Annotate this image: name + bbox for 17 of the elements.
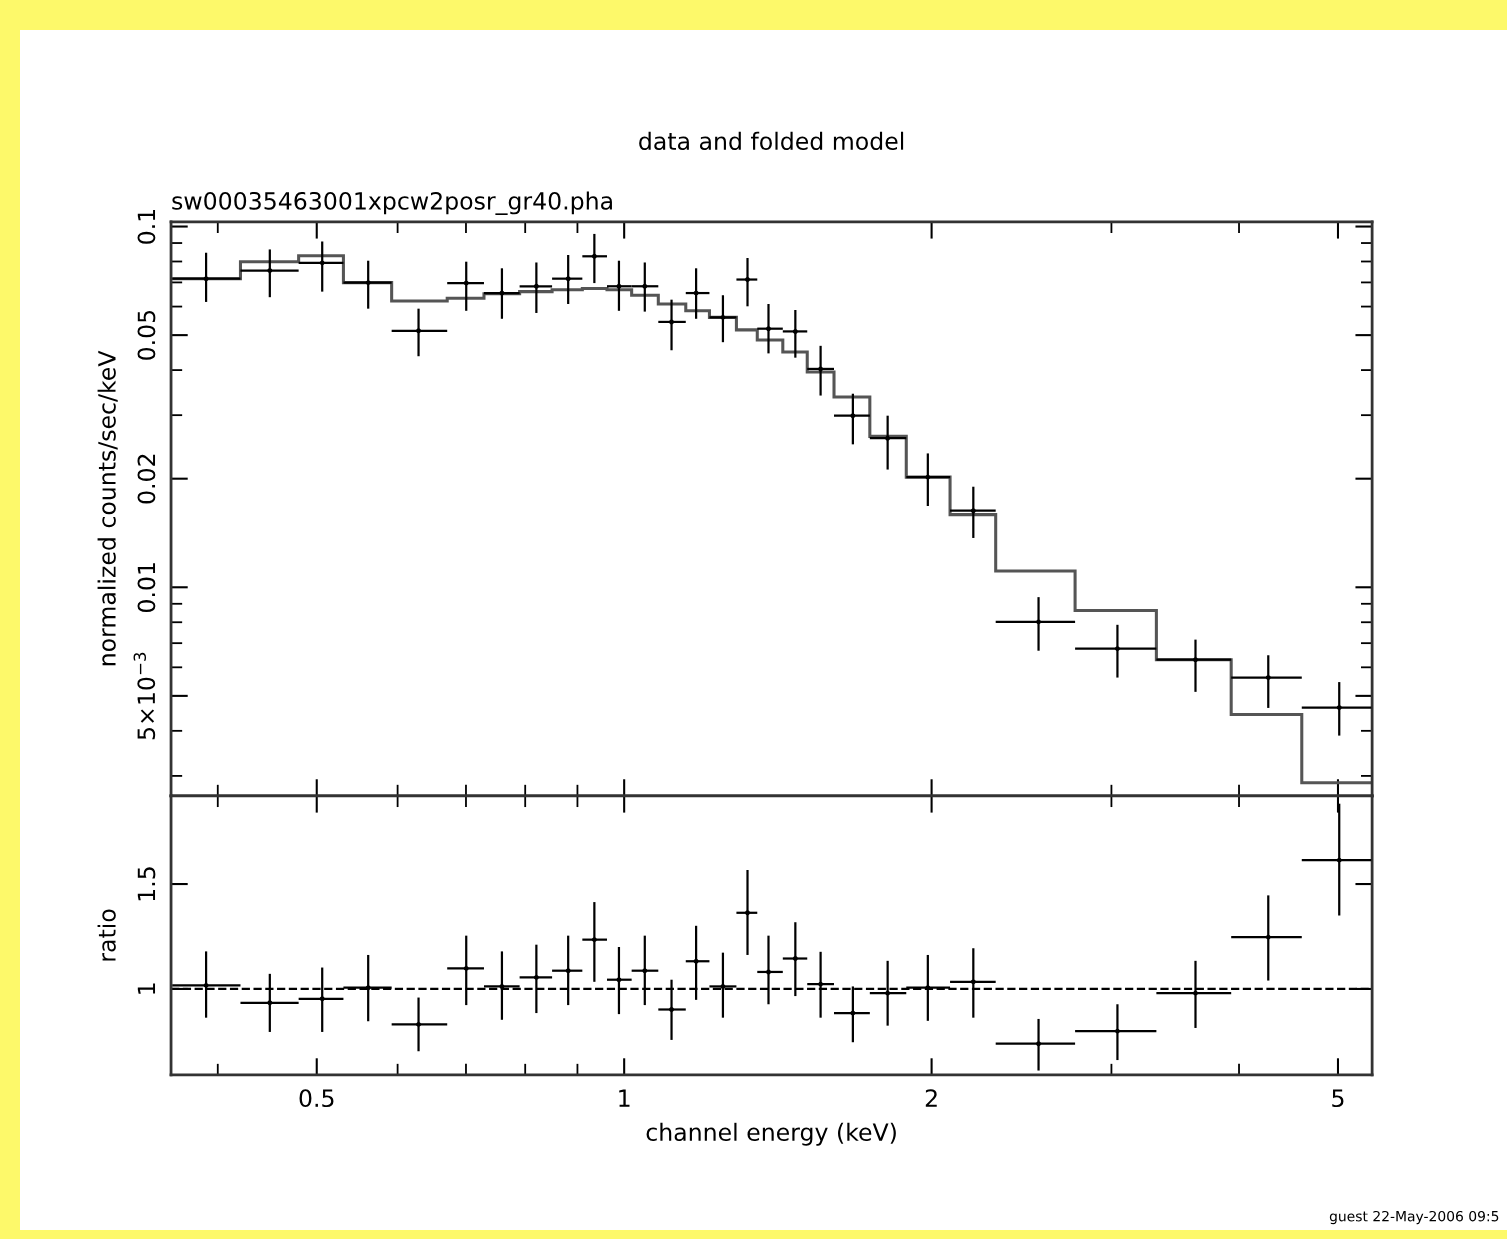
x-tick-label: 1 xyxy=(619,1089,630,1107)
x-tick-label: 2 xyxy=(925,1089,937,1107)
y-tick-label: 1.5 xyxy=(137,867,156,901)
chart-subtitle: sw00035463001xpcw2posr_gr40.pha xyxy=(172,191,612,216)
y-tick-label: 0.1 xyxy=(137,209,156,244)
y-tick-label: 0.05 xyxy=(137,310,156,360)
y-tick-label: 0.01 xyxy=(137,563,156,613)
y-tick-label: 1 xyxy=(137,983,156,994)
y-axis-title: ratio xyxy=(97,909,116,961)
x-tick-label: 0.5 xyxy=(299,1089,334,1108)
y-tick-label: 0.02 xyxy=(137,454,156,504)
chart-title: data and folded model xyxy=(639,131,904,151)
text: guest 22-May-2006 09:5 xyxy=(1329,1210,1499,1225)
y-axis-title: normalized counts/sec/keV xyxy=(97,350,118,666)
x-axis-title: channel energy (keV) xyxy=(646,1122,896,1146)
y-tick-label: 5×10$^{−3}$ xyxy=(133,652,156,740)
x-tick-label: 5 xyxy=(1332,1089,1344,1108)
